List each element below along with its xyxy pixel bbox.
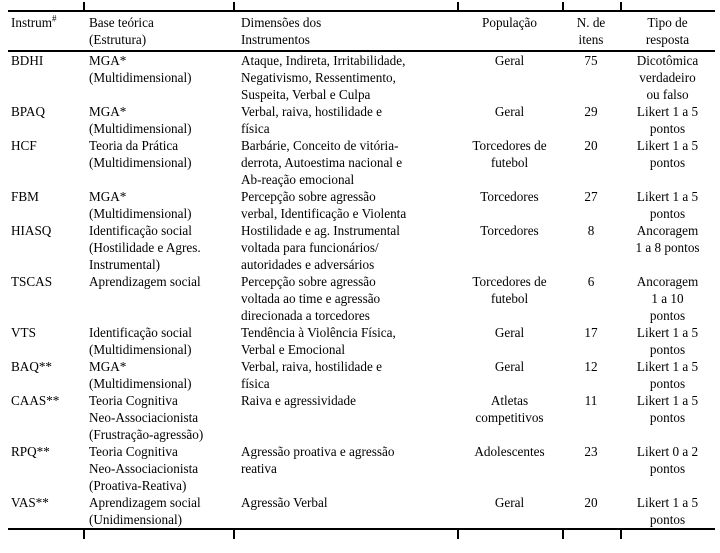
cell-population: Atletas competitivos xyxy=(475,393,544,425)
cell-num-items: 20 xyxy=(584,138,598,153)
cell-response-type: Likert 1 a 5 pontos xyxy=(636,189,699,221)
cell-population: Geral xyxy=(494,325,525,340)
cell-num-items: 29 xyxy=(584,104,598,119)
cell-population: Torcedores de futebol xyxy=(472,274,547,306)
cell-num-items: 75 xyxy=(584,53,598,68)
cell-dimensions: Percepção sobre agressão verbal, Identif… xyxy=(241,189,407,221)
cell-instrument: TSCAS xyxy=(11,274,53,289)
cell-response-type: Ancoragem 1 a 10 pontos xyxy=(636,274,699,323)
cell-dimensions: Ataque, Indireta, Irritabilidade, Negati… xyxy=(241,53,406,102)
column-divider-tick xyxy=(562,530,564,539)
cell-theoretical-base: Identificação social (Multidimensional) xyxy=(89,325,192,357)
cell-dimensions: Percepção sobre agressão voltada ao time… xyxy=(241,274,381,323)
cell-theoretical-base: MGA* (Multidimensional) xyxy=(89,104,192,136)
cell-population: Torcedores xyxy=(480,223,539,238)
cell-response-type: Ancoragem 1 a 8 pontos xyxy=(635,223,700,255)
table-row: BPAQ MGA* (Multidimensional) Verbal, rai… xyxy=(8,103,715,137)
table-row: RPQ** Teoria Cognitiva Neo-Associacionis… xyxy=(8,443,715,494)
col-header-response-type: Tipo de resposta xyxy=(645,15,690,47)
cell-population: Geral xyxy=(494,359,525,374)
cell-response-type: Likert 1 a 5 pontos xyxy=(636,325,699,357)
cell-theoretical-base: Teoria da Prática (Multidimensional) xyxy=(89,138,192,170)
table-row: BDHI MGA* (Multidimensional) Ataque, Ind… xyxy=(8,51,715,103)
cell-theoretical-base: MGA* (Multidimensional) xyxy=(89,359,192,391)
cell-instrument: CAAS** xyxy=(11,393,60,408)
cell-instrument: HCF xyxy=(11,138,37,153)
col-header-theoretical-base: Base teórica (Estrutura) xyxy=(89,15,154,47)
cell-dimensions: Agressão proativa e agressão reativa xyxy=(241,444,395,476)
cell-instrument: VTS xyxy=(11,325,36,340)
table-row: VTS Identificação social (Multidimension… xyxy=(8,324,715,358)
cell-response-type: Likert 0 a 2 pontos xyxy=(636,444,699,476)
cell-dimensions: Barbárie, Conceito de vitória- derrota, … xyxy=(241,138,403,187)
cell-population: Torcedores xyxy=(480,189,539,204)
cell-instrument: BDHI xyxy=(11,53,44,68)
column-divider-tick xyxy=(562,2,564,10)
cell-population: Geral xyxy=(494,53,525,68)
cell-response-type: Likert 1 a 5 pontos xyxy=(636,495,699,527)
table-row: TSCAS Aprendizagem social Percepção sobr… xyxy=(8,273,715,324)
col-header-num-items: N. de itens xyxy=(576,15,606,47)
cell-num-items: 11 xyxy=(584,393,598,408)
table-row: FBM MGA* (Multidimensional) Percepção so… xyxy=(8,188,715,222)
cell-instrument: RPQ** xyxy=(11,444,50,459)
col-header-instrument: Instrum# xyxy=(8,11,83,51)
table-row: VAS** Aprendizagem social (Unidimensiona… xyxy=(8,494,715,529)
column-divider-tick xyxy=(620,2,622,10)
cell-dimensions: Verbal, raiva, hostilidade e física xyxy=(241,359,382,391)
cell-instrument: FBM xyxy=(11,189,39,204)
cell-dimensions: Verbal, raiva, hostilidade e física xyxy=(241,104,382,136)
cell-instrument: VAS** xyxy=(11,495,49,510)
column-divider-tick xyxy=(83,530,85,539)
cell-response-type: Likert 1 a 5 pontos xyxy=(636,359,699,391)
column-divider-tick xyxy=(233,530,235,539)
column-divider-tick xyxy=(457,530,459,539)
cell-dimensions: Raiva e agressividade xyxy=(241,393,356,408)
cell-population: Torcedores de futebol xyxy=(472,138,547,170)
table-row: HCF Teoria da Prática (Multidimensional)… xyxy=(8,137,715,188)
cell-num-items: 8 xyxy=(587,223,595,238)
cell-theoretical-base: Identificação social (Hostilidade e Agre… xyxy=(89,223,201,272)
cell-response-type: Dicotômica verdadeiro ou falso xyxy=(636,53,699,102)
column-divider-tick xyxy=(233,2,235,10)
col-header-instrument-footnote-mark: # xyxy=(52,13,57,24)
cell-response-type: Likert 1 a 5 pontos xyxy=(636,138,699,170)
cell-response-type: Likert 1 a 5 pontos xyxy=(636,393,699,425)
table-body: BDHI MGA* (Multidimensional) Ataque, Ind… xyxy=(8,51,715,529)
cell-instrument: BPAQ xyxy=(11,104,45,119)
table-row: BAQ** MGA* (Multidimensional) Verbal, ra… xyxy=(8,358,715,392)
cell-dimensions: Tendência à Violência Física, Verbal e E… xyxy=(241,325,396,357)
cell-population: Adolescentes xyxy=(474,444,545,459)
cell-theoretical-base: Teoria Cognitiva Neo-Associacionista (Fr… xyxy=(89,393,204,442)
cell-dimensions: Hostilidade e ag. Instrumental voltada p… xyxy=(241,223,400,272)
instruments-table-grid: Instrum# Base teórica (Estrutura) Dimens… xyxy=(8,10,715,530)
cell-response-type: Likert 1 a 5 pontos xyxy=(636,104,699,136)
col-header-instrument-label: Instrum xyxy=(11,15,53,30)
cell-num-items: 6 xyxy=(587,274,595,289)
column-divider-tick xyxy=(620,530,622,539)
cell-population: Geral xyxy=(494,104,525,119)
cell-theoretical-base: Aprendizagem social (Unidimensional) xyxy=(89,495,201,527)
column-divider-tick xyxy=(457,2,459,10)
cell-theoretical-base: MGA* (Multidimensional) xyxy=(89,53,192,85)
cell-num-items: 23 xyxy=(584,444,598,459)
cell-theoretical-base: MGA* (Multidimensional) xyxy=(89,189,192,221)
column-divider-tick xyxy=(83,2,85,10)
cell-num-items: 27 xyxy=(584,189,598,204)
cell-num-items: 17 xyxy=(584,325,598,340)
cell-theoretical-base: Aprendizagem social xyxy=(89,274,201,289)
header-row: Instrum# Base teórica (Estrutura) Dimens… xyxy=(8,11,715,51)
col-header-population: População xyxy=(482,15,537,30)
instruments-table: Instrum# Base teórica (Estrutura) Dimens… xyxy=(8,2,715,539)
cell-num-items: 20 xyxy=(584,495,598,510)
table-row: HIASQ Identificação social (Hostilidade … xyxy=(8,222,715,273)
cell-theoretical-base: Teoria Cognitiva Neo-Associacionista (Pr… xyxy=(89,444,199,493)
cell-instrument: BAQ** xyxy=(11,359,53,374)
cell-dimensions: Agressão Verbal xyxy=(241,495,328,510)
cell-population: Geral xyxy=(494,495,525,510)
cell-instrument: HIASQ xyxy=(11,223,52,238)
col-header-dimensions: Dimensões dos Instrumentos xyxy=(241,15,322,47)
table-row: CAAS** Teoria Cognitiva Neo-Associacioni… xyxy=(8,392,715,443)
cell-num-items: 12 xyxy=(584,359,598,374)
